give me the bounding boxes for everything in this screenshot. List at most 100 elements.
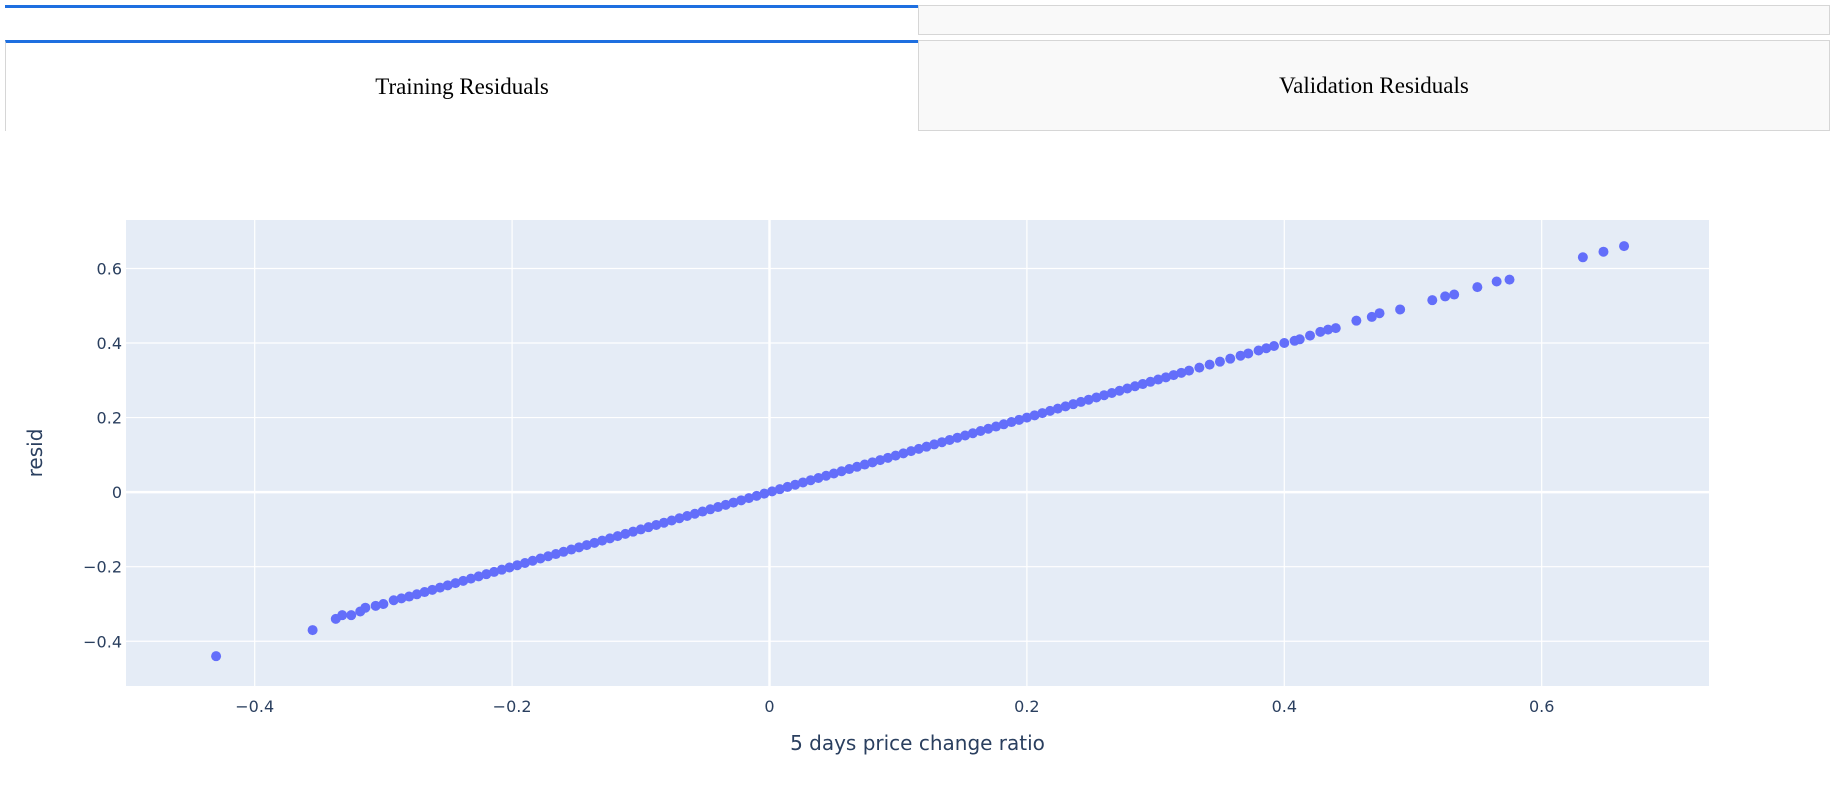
data-point [589, 537, 600, 548]
data-point [1153, 374, 1164, 385]
data-point [774, 484, 785, 495]
data-point [1268, 341, 1279, 352]
data-point [852, 461, 863, 472]
data-point [481, 569, 492, 580]
data-point [512, 560, 523, 571]
data-point [620, 528, 631, 539]
data-points [211, 241, 1630, 662]
data-point [1014, 414, 1025, 425]
data-point [751, 490, 762, 501]
data-point [651, 519, 662, 530]
data-point [550, 549, 561, 560]
data-point [504, 562, 515, 573]
tab-training-residuals[interactable]: Training Residuals [5, 40, 918, 131]
data-point [1068, 399, 1079, 410]
data-point [378, 598, 389, 609]
data-point [435, 582, 446, 593]
tab-indicator-top-left [5, 5, 918, 35]
data-point [388, 595, 399, 606]
data-point [1225, 353, 1236, 364]
y-tick-label: 0 [112, 483, 122, 502]
x-tick-label: −0.2 [493, 697, 532, 716]
x-tick-label: 0.2 [1014, 697, 1039, 716]
y-tick-label: 0.4 [97, 334, 122, 353]
data-point [519, 557, 530, 568]
data-point [604, 533, 615, 544]
data-point [419, 587, 430, 598]
data-point [1099, 390, 1110, 401]
x-tick-label: −0.4 [235, 697, 274, 716]
data-point [944, 434, 955, 445]
data-point [1091, 392, 1102, 403]
data-point [1366, 311, 1377, 322]
data-point [337, 610, 348, 621]
data-point [790, 479, 801, 490]
data-point [828, 468, 839, 479]
data-point [458, 575, 469, 586]
data-point [581, 540, 592, 551]
data-point [535, 553, 546, 564]
data-point [767, 486, 778, 497]
data-point [1243, 348, 1254, 359]
data-point [666, 515, 677, 526]
axis-ticks: −0.4 −0.2 0 0.2 0.4 0.6 −0.4 −0.2 0 0.2 0.4 0.6 [83, 259, 1554, 716]
data-point [782, 481, 793, 492]
y-tick-label: −0.4 [83, 632, 122, 651]
data-point [658, 517, 669, 528]
tab-bar: Training Residuals Validation Residuals [5, 40, 1830, 131]
data-point [489, 566, 500, 577]
data-point [496, 564, 507, 575]
data-point [1021, 412, 1032, 423]
data-point [1194, 362, 1205, 373]
data-point [859, 459, 870, 470]
data-point [743, 493, 754, 504]
data-point [1184, 365, 1195, 376]
data-point [983, 423, 994, 434]
data-point [1440, 291, 1451, 302]
data-point [906, 446, 917, 457]
data-point [689, 508, 700, 519]
y-axis-title: resid [23, 429, 47, 478]
data-point [960, 430, 971, 441]
x-tick-label: 0.4 [1272, 697, 1297, 716]
data-point [1330, 323, 1341, 334]
data-point [890, 450, 901, 461]
data-point [1075, 396, 1086, 407]
data-point [1315, 326, 1326, 337]
data-point [1137, 379, 1148, 390]
tab-strip-top [5, 5, 1830, 37]
data-point [1235, 350, 1246, 361]
data-point [875, 455, 886, 466]
data-point [1449, 289, 1460, 300]
data-point [720, 499, 731, 510]
data-point [1176, 367, 1187, 378]
data-point [543, 551, 554, 562]
data-point [566, 544, 577, 555]
data-point [713, 502, 724, 513]
data-point [1060, 401, 1071, 412]
data-point [728, 497, 739, 508]
data-point [211, 651, 222, 662]
data-point [821, 470, 832, 481]
tab-validation-residuals[interactable]: Validation Residuals [918, 40, 1830, 131]
data-point [450, 578, 461, 589]
scatter-chart: −0.4 −0.2 0 0.2 0.4 0.6 −0.4 −0.2 0 0.2 0.4 0.6 5 d… [23, 220, 1709, 755]
data-point [1305, 330, 1316, 341]
x-axis-title: 5 days price change ratio [790, 731, 1045, 755]
data-point [1006, 417, 1017, 428]
data-point [1351, 315, 1362, 326]
data-point [836, 466, 847, 477]
grid [126, 220, 1709, 686]
data-point [346, 610, 357, 621]
data-point [913, 443, 924, 454]
data-point [1374, 308, 1385, 319]
data-point [1214, 356, 1225, 367]
data-point [370, 600, 381, 611]
data-point [975, 426, 986, 437]
data-point [1106, 387, 1117, 398]
data-point [1504, 274, 1515, 285]
data-point [1395, 304, 1406, 315]
data-point [1472, 282, 1483, 293]
data-point [404, 591, 415, 602]
data-point [882, 452, 893, 463]
